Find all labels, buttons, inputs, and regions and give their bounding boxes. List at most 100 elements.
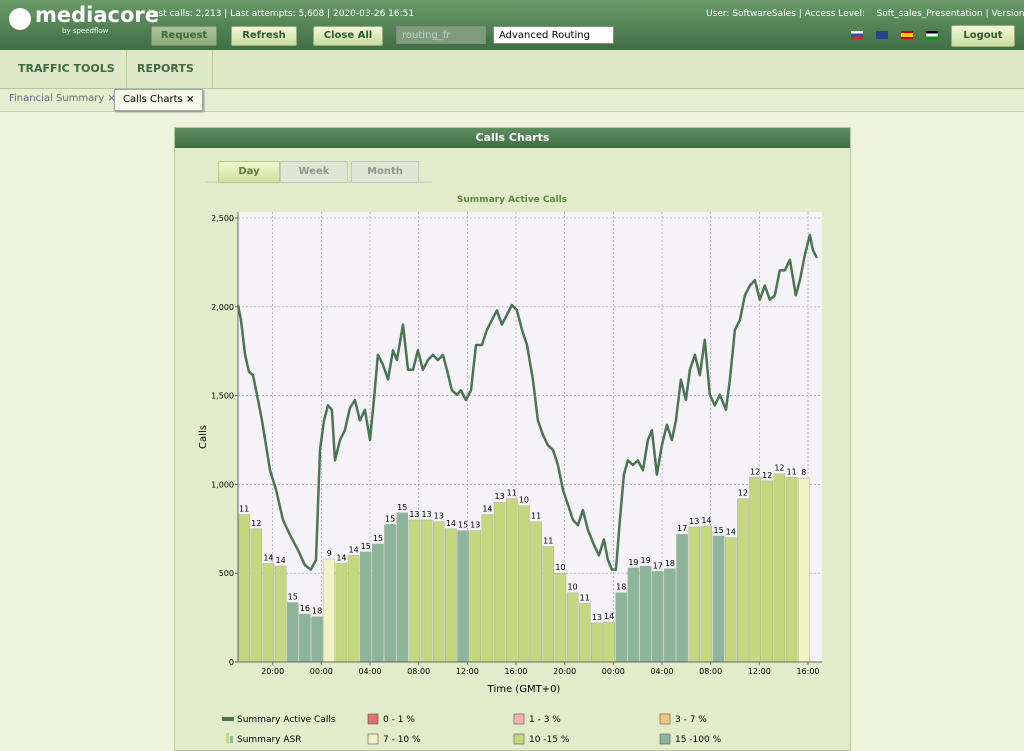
bar-label: 17: [653, 561, 663, 570]
legend-label: Summary ASR: [237, 735, 301, 745]
bar: [761, 480, 774, 663]
chart-title: Summary Active Calls: [457, 195, 567, 205]
bar: [554, 573, 567, 663]
bar-label: 9: [327, 549, 332, 558]
tab-label: Calls Charts: [123, 94, 183, 105]
close-all-button[interactable]: Close All: [313, 26, 383, 46]
menu-sep: [126, 50, 127, 88]
bar-label: 14: [336, 553, 346, 562]
tab-close[interactable]: ×: [107, 93, 116, 104]
bar-label: 15: [397, 503, 407, 512]
logo-sub: by speedflow: [62, 27, 109, 35]
bar-label: 18: [616, 583, 626, 592]
bar: [688, 526, 701, 663]
bar: [335, 563, 348, 663]
flag-ps[interactable]: [926, 31, 938, 39]
bar: [274, 565, 287, 663]
bar: [311, 616, 323, 663]
bar-label: 14: [726, 528, 736, 537]
bar-label: 11: [580, 593, 590, 602]
legend-line-icon: [222, 717, 234, 721]
menu-reports[interactable]: REPORTS: [137, 62, 194, 75]
refresh-button[interactable]: Refresh: [231, 26, 297, 46]
bar-label: 15: [713, 526, 723, 535]
mode-select[interactable]: Advanced Routing: [493, 26, 614, 44]
x-tick-label: 00:00: [602, 667, 625, 676]
x-tick-label: 04:00: [358, 667, 381, 676]
bar: [432, 521, 445, 663]
user-info: User: SoftwareSales | Access Level: Soft…: [706, 9, 1024, 19]
y-tick-label: 500: [219, 569, 234, 578]
legend-swatch: [659, 713, 671, 725]
period-week[interactable]: Week: [280, 161, 348, 183]
legend-label: 10 -15 %: [529, 735, 570, 745]
top-bar: mediacore by speedflow Last calls: 2,213…: [0, 0, 1024, 50]
x-tick-label: 12:00: [456, 667, 479, 676]
y-tick-label: 2,500: [211, 214, 234, 223]
bar-label: 14: [482, 505, 492, 514]
period-day[interactable]: Day: [218, 161, 280, 183]
menu-bar: TRAFFIC TOOLS REPORTS: [0, 50, 1024, 89]
flag-es[interactable]: [901, 31, 913, 39]
bar: [481, 514, 494, 663]
y-tick-label: 1,000: [211, 480, 234, 489]
x-tick-label: 00:00: [310, 667, 333, 676]
x-tick-label: 20:00: [261, 667, 284, 676]
tab-close[interactable]: ×: [185, 94, 195, 105]
bar: [566, 592, 579, 663]
legend-label: 3 - 7 %: [675, 715, 707, 725]
request-button[interactable]: Request: [151, 26, 217, 46]
bar: [627, 567, 640, 663]
x-tick-label: 04:00: [650, 667, 673, 676]
bar-label: 12: [750, 467, 760, 476]
legend-label: 7 - 10 %: [383, 735, 421, 745]
legend-bar-icon: [226, 733, 229, 743]
x-tick-label: 08:00: [699, 667, 722, 676]
bar-label: 15: [458, 521, 468, 530]
bar-label: 18: [665, 559, 675, 568]
bar-label: 13: [689, 517, 699, 526]
bar: [469, 530, 482, 663]
bar: [591, 622, 603, 663]
y-tick-label: 1,500: [211, 392, 234, 401]
x-tick-label: 16:00: [796, 667, 819, 676]
bar-label: 15: [373, 534, 383, 543]
bar-label: 11: [507, 489, 517, 498]
bar-label: 14: [446, 519, 456, 528]
routing-select[interactable]: routing_fr: [396, 26, 486, 44]
x-tick-label: 12:00: [748, 667, 771, 676]
x-tick-label: 20:00: [553, 667, 576, 676]
menu-sep: [212, 50, 213, 88]
x-tick-label: 16:00: [504, 667, 527, 676]
bar: [700, 525, 713, 663]
tab-calls[interactable]: Calls Charts ×: [114, 89, 204, 111]
tab-financial[interactable]: Financial Summary ×: [9, 93, 116, 104]
logout-button[interactable]: Logout: [951, 25, 1015, 47]
logo-icon: [9, 8, 31, 30]
bar-label: 10: [555, 563, 565, 572]
flag-uk[interactable]: [876, 31, 888, 39]
bar: [749, 477, 761, 663]
bar: [676, 533, 688, 663]
bar: [737, 498, 749, 663]
menu-traffic-tools[interactable]: TRAFFIC TOOLS: [18, 62, 115, 75]
bar: [323, 558, 336, 663]
bar: [286, 602, 299, 663]
period-month[interactable]: Month: [351, 161, 419, 183]
bar: [359, 551, 372, 663]
bar-label: 12: [738, 489, 748, 498]
flag-ru[interactable]: [851, 31, 863, 39]
bar: [408, 519, 421, 663]
bar-label: 13: [434, 512, 444, 521]
bar: [493, 501, 506, 663]
bar: [542, 546, 555, 663]
bar: [347, 555, 360, 663]
legend-swatch: [659, 733, 671, 745]
bar-label: 10: [567, 583, 577, 592]
bar-label: 19: [628, 558, 638, 567]
bar-label: 15: [288, 593, 298, 602]
legend-swatch: [513, 713, 525, 725]
bar: [262, 563, 275, 663]
bar-label: 13: [470, 521, 480, 530]
